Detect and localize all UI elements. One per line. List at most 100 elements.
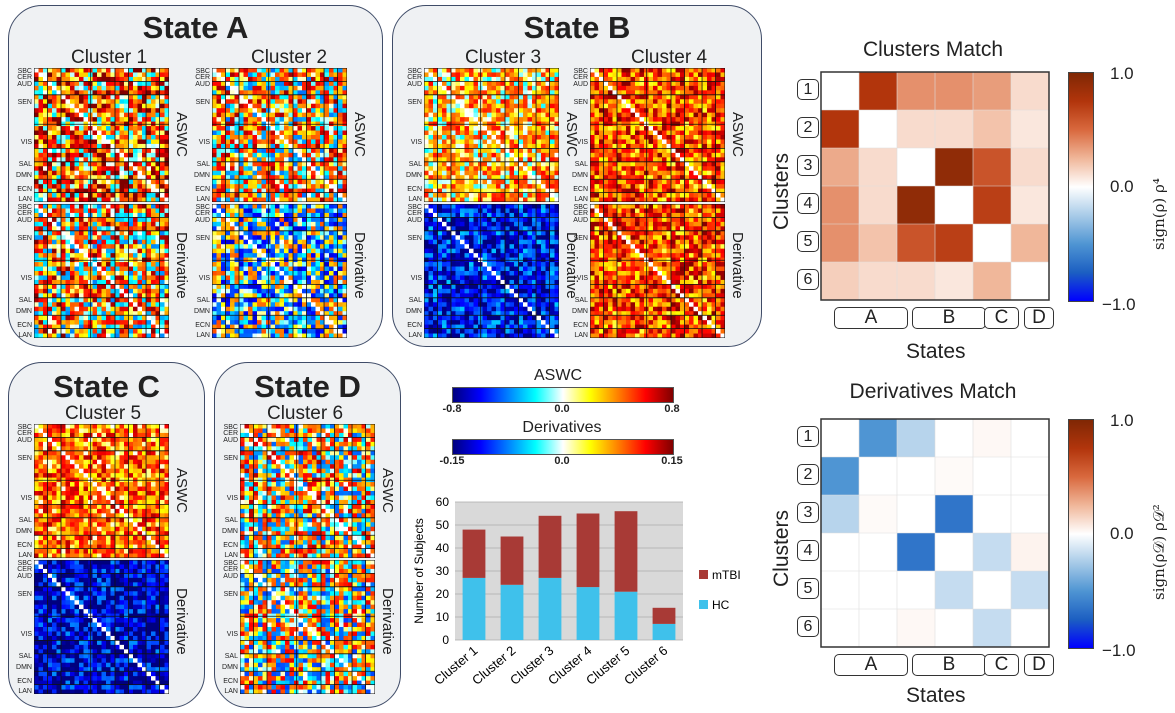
state-d-title: State D [254,369,361,404]
heatmap-cell [935,262,973,300]
region-label: AUD [223,437,238,445]
derivatives-match-ylabel: Clusters [770,509,793,587]
heatmap-cell [1011,110,1049,148]
heatmap-cell [973,609,1011,647]
region-label: CER [407,74,422,82]
region-label: DMN [16,172,32,180]
aswc-colorbar [452,387,674,403]
y-axis-label: Number of Subjects [412,518,426,623]
bar-mtbi-3 [538,515,562,578]
region-label: VIS [226,494,238,502]
region-label: DMN [194,172,210,180]
cm-row-label-3: 3 [797,155,819,176]
region-label: ECN [17,321,32,329]
bar-mtbi-1 [462,529,486,578]
region-label: ECN [17,185,32,193]
region-label: LAN [408,332,422,340]
heatmap-cell [859,571,897,609]
derivative-matrix-6 [240,560,375,694]
heatmap-cell [935,224,973,262]
cluster-4-title: Cluster 4 [630,47,708,68]
region-label: LAN [224,688,238,696]
region-label: AUD [17,437,32,445]
region-label: DMN [406,172,422,180]
aswc-label: ASWC [173,112,190,157]
heatmap-cell [821,495,859,533]
region-label: VIS [20,630,32,638]
clusters-match-heatmap [820,71,1050,301]
dm-col-label-C: C [984,654,1019,676]
region-label: AUD [573,81,588,89]
region-label: SAL [196,161,210,169]
aswc-matrix-6 [240,424,375,558]
region-label: SEN [573,98,588,106]
region-label: AUD [17,81,32,89]
region-label: LAN [18,332,32,340]
heatmap-cell [1011,419,1049,457]
heatmap-cell [859,533,897,571]
region-label: CER [17,74,32,82]
region-label: AUD [407,81,422,89]
heatmap-cell [897,533,935,571]
dm-row-label-5: 5 [797,578,819,599]
derivative-label: Derivative [563,232,580,299]
heatmap-cell [897,72,935,110]
region-label: SBC [17,559,32,567]
region-label: AUD [17,217,32,225]
region-label: SEN [223,454,238,462]
y-tick-label: 60 [436,495,450,509]
derivatives-colorbar [452,439,674,455]
heatmap-cell [1011,571,1049,609]
region-label: VIS [576,138,588,146]
y-tick-label: 20 [436,587,450,601]
clusters-match-xlabel: States [906,340,966,363]
bar-mtbi-2 [500,536,524,585]
aswc-matrix-2 [212,68,347,202]
derivative-label: Derivative [173,588,190,655]
region-label: AUD [573,217,588,225]
region-label: CER [17,430,32,438]
region-label: CER [195,74,210,82]
heatmap-cell [935,110,973,148]
region-label: SAL [574,161,588,169]
heatmap-cell [1011,148,1049,186]
legend-label: mTBI [712,568,741,582]
region-label: LAN [18,196,32,204]
heatmap-cell [859,224,897,262]
bar-hc-6 [652,623,676,640]
heatmap-cell [935,609,973,647]
dm-row-label-4: 4 [797,540,819,561]
bar-mtbi-5 [614,511,638,592]
region-label: SEN [195,234,210,242]
dm-row-label-2: 2 [797,464,819,485]
region-label: SAL [574,297,588,305]
aswc-label: ASWC [729,112,746,157]
region-label: ECN [223,677,238,685]
heatmap-cell [973,419,1011,457]
aswc-label: ASWC [351,112,368,157]
derivative-matrix-1 [34,204,169,338]
aswc-label: ASWC [563,112,580,157]
clusters-match-title: Clusters Match [862,38,1004,61]
region-label: ECN [195,185,210,193]
heatmap-cell [973,457,1011,495]
heatmap-cell [973,186,1011,224]
region-label: VIS [410,274,422,282]
region-label: LAN [224,552,238,560]
heatmap-cell [859,419,897,457]
region-label: SBC [573,203,588,211]
region-label: CER [17,210,32,218]
derivatives-match-heatmap [820,418,1050,648]
heatmap-cell [935,495,973,533]
region-label: SAL [224,653,238,661]
region-label: SAL [18,297,32,305]
y-tick-label: 10 [436,610,450,624]
state-a-title: State A [142,10,249,45]
heatmap-cell [973,224,1011,262]
region-label: SBC [223,559,238,567]
region-label: SEN [17,234,32,242]
heatmap-cell [821,609,859,647]
dm-col-label-A: A [834,654,908,676]
derivative-label: Derivative [729,232,746,299]
